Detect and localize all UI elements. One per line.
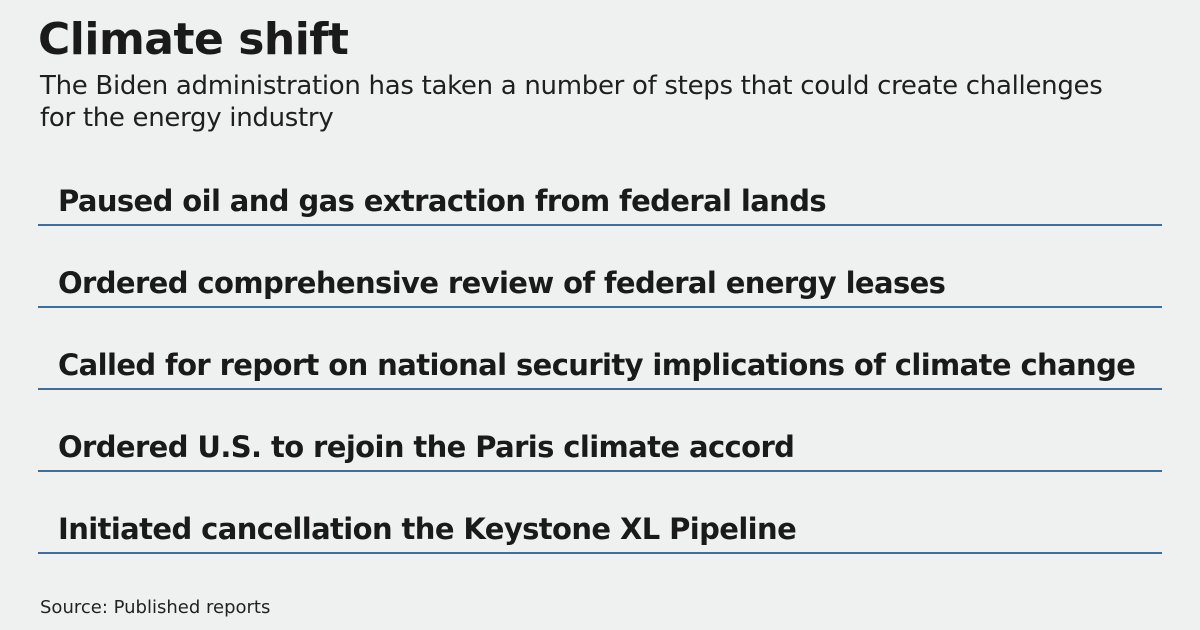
- policy-step-item: Called for report on national security i…: [38, 336, 1162, 418]
- source-note: Source: Published reports: [40, 597, 271, 618]
- step-divider: [38, 306, 1162, 308]
- policy-step-item: Ordered U.S. to rejoin the Paris climate…: [38, 418, 1162, 500]
- policy-step-label: Ordered U.S. to rejoin the Paris climate…: [58, 430, 795, 464]
- policy-step-label: Called for report on national security i…: [58, 348, 1136, 382]
- policy-step-label: Initiated cancellation the Keystone XL P…: [58, 512, 797, 546]
- step-divider: [38, 470, 1162, 472]
- graphic-title: Climate shift: [38, 14, 349, 65]
- step-divider: [38, 224, 1162, 226]
- policy-step-item: Ordered comprehensive review of federal …: [38, 254, 1162, 336]
- step-divider: [38, 552, 1162, 554]
- policy-step-label: Ordered comprehensive review of federal …: [58, 266, 946, 300]
- policy-step-label: Paused oil and gas extraction from feder…: [58, 184, 827, 218]
- policy-step-item: Initiated cancellation the Keystone XL P…: [38, 500, 1162, 582]
- policy-step-item: Paused oil and gas extraction from feder…: [38, 172, 1162, 254]
- graphic-subtitle: The Biden administration has taken a num…: [40, 71, 1103, 133]
- step-divider: [38, 388, 1162, 390]
- policy-steps-list: Paused oil and gas extraction from feder…: [38, 172, 1162, 582]
